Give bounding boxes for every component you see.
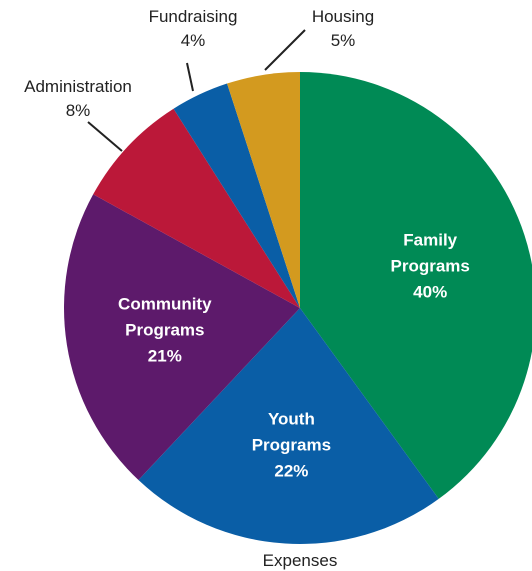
labels-layer: Family Programs 40% Youth Programs 22% Communi…	[24, 7, 470, 481]
slice-value-label: 21%	[148, 346, 182, 365]
slice-value-label: 8%	[66, 101, 91, 120]
pie-slice-fundraising	[173, 83, 300, 308]
slice-name-label: Programs	[252, 436, 331, 455]
slice-label-community-programs: Community Programs 21%	[118, 294, 212, 365]
slice-label-family-programs: Family Programs 40%	[391, 231, 470, 302]
pie-slice-housing	[227, 72, 300, 308]
x-axis-label: Expenses	[263, 551, 338, 570]
pie-slice-youth-programs	[138, 308, 439, 545]
pie-slice-family-programs	[300, 72, 532, 499]
slice-name-label: Programs	[391, 257, 470, 276]
slice-name-label: Housing	[312, 7, 374, 26]
slice-label-fundraising: Fundraising 4%	[149, 7, 238, 50]
slice-name-label: Administration	[24, 77, 132, 96]
slices-layer	[64, 72, 532, 545]
slice-label-youth-programs: Youth Programs 22%	[252, 410, 331, 481]
slice-value-label: 4%	[181, 31, 206, 50]
leader-line-housing	[264, 29, 306, 71]
pie-slice-administration	[93, 108, 300, 309]
slice-value-label: 22%	[274, 462, 308, 481]
slice-value-label: 40%	[413, 283, 447, 302]
leader-line-fundraising	[186, 62, 194, 92]
slice-name-label: Community	[118, 294, 212, 313]
slice-label-housing: Housing 5%	[312, 7, 374, 50]
pie-slice-community-programs	[64, 194, 300, 481]
leader-line-administration	[87, 121, 123, 152]
slice-name-label: Fundraising	[149, 7, 238, 26]
slice-value-label: 5%	[331, 31, 356, 50]
slice-name-label: Programs	[125, 320, 204, 339]
slice-name-label: Youth	[268, 410, 315, 429]
slice-name-label: Family	[403, 231, 457, 250]
leader-lines-layer	[87, 29, 306, 152]
slice-label-administration: Administration 8%	[24, 77, 132, 120]
